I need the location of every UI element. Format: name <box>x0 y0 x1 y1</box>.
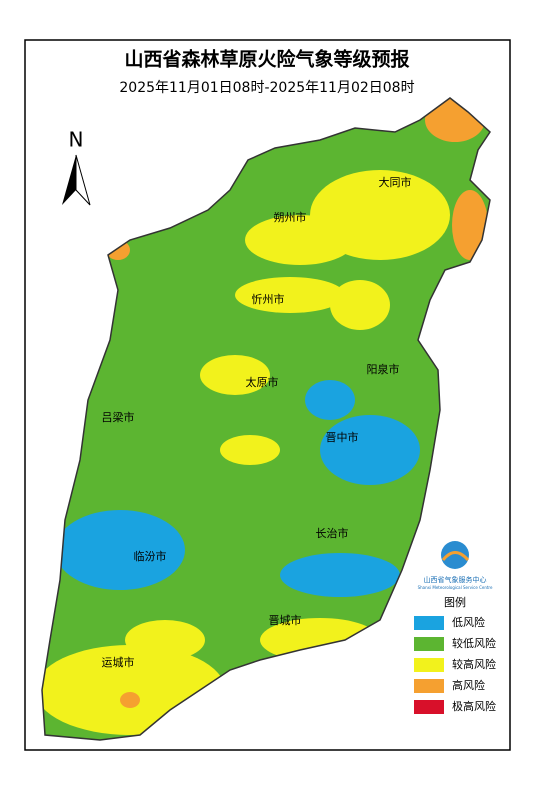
legend-label: 低风险 <box>452 615 485 629</box>
city-label: 晋中市 <box>326 430 359 444</box>
city-label: 忻州市 <box>252 292 285 306</box>
legend-label: 极高风险 <box>452 699 496 713</box>
north-label: N <box>69 128 84 152</box>
city-label: 运城市 <box>102 655 135 669</box>
legend-title: 图例 <box>444 595 466 609</box>
logo-english: Shanxi Meteorological Service Centre <box>418 585 493 590</box>
legend-swatch <box>414 616 444 630</box>
legend-label: 高风险 <box>452 678 485 692</box>
legend-swatch <box>414 679 444 693</box>
subtitle: 2025年11月01日08时-2025年11月02日08时 <box>119 80 414 96</box>
title: 山西省森林草原火险气象等级预报 <box>124 48 409 71</box>
city-label: 临汾市 <box>134 549 167 563</box>
logo: 山西省气象服务中心 Shanxi Meteorological Service … <box>418 541 493 590</box>
north-arrow: N <box>62 128 91 206</box>
legend-swatch <box>414 637 444 651</box>
city-label: 阳泉市 <box>367 362 400 376</box>
legend-label: 较高风险 <box>452 657 496 671</box>
city-label: 吕梁市 <box>102 410 135 424</box>
city-label: 晋城市 <box>269 613 302 627</box>
legend-swatch <box>414 658 444 672</box>
city-label: 长治市 <box>316 526 349 540</box>
city-label: 大同市 <box>379 175 412 189</box>
city-label: 朔州市 <box>274 210 307 224</box>
city-label: 太原市 <box>246 375 279 389</box>
legend-swatch <box>414 700 444 714</box>
legend-label: 较低风险 <box>452 636 496 650</box>
logo-name: 山西省气象服务中心 <box>424 575 487 584</box>
